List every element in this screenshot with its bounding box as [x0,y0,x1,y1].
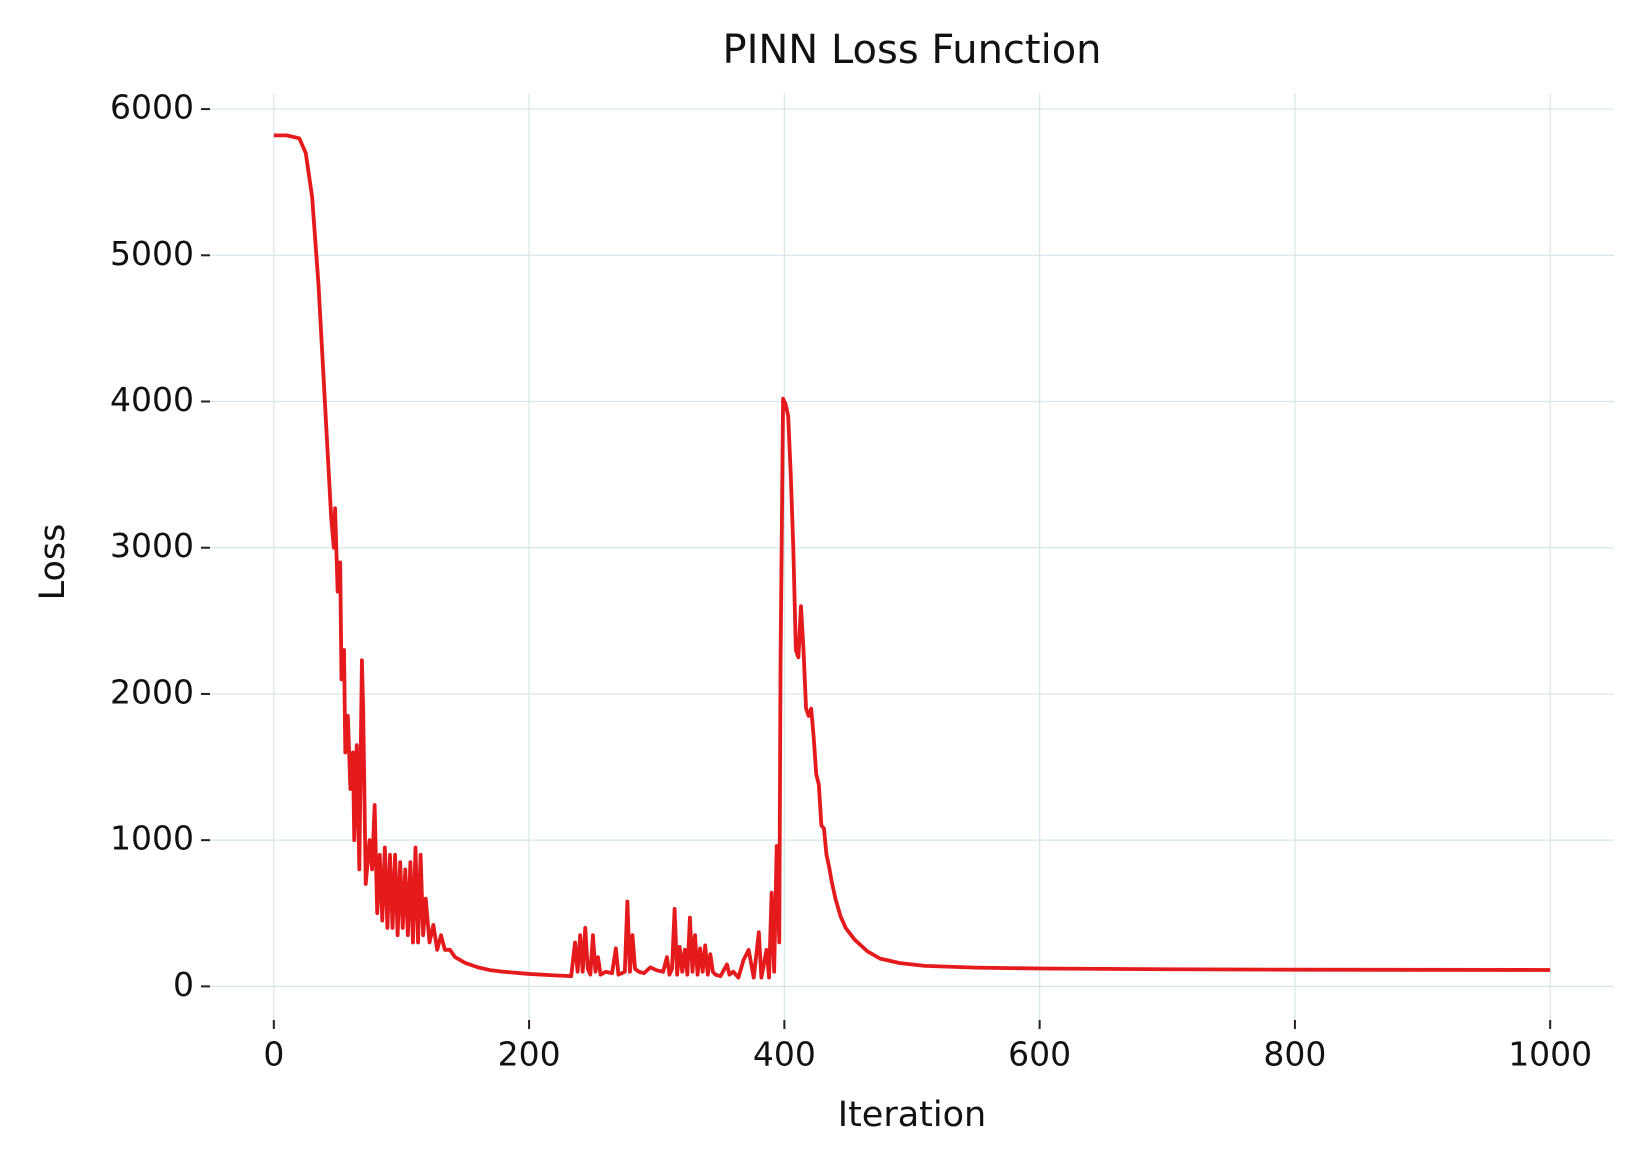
x-tick-label: 400 [753,1035,816,1074]
loss-line [273,133,1551,980]
x-tick-label: 600 [1008,1035,1071,1074]
x-tick-label: 200 [498,1035,561,1074]
x-tick-label: 800 [1263,1035,1326,1074]
chart-title: PINN Loss Function [722,27,1101,73]
y-tick-label: 6000 [110,88,194,127]
y-tick-label: 2000 [110,672,194,711]
x-tick-label: 0 [263,1035,284,1074]
x-axis-label: Iteration [838,1095,986,1135]
x-tick-label: 1000 [1508,1035,1592,1074]
y-tick-label: 5000 [110,234,194,273]
y-tick-label: 1000 [110,819,194,858]
y-tick-label: 3000 [110,526,194,565]
y-axis-label: Loss [33,524,73,601]
y-tick-label: 4000 [110,380,194,419]
y-tick-label: 0 [173,965,194,1004]
